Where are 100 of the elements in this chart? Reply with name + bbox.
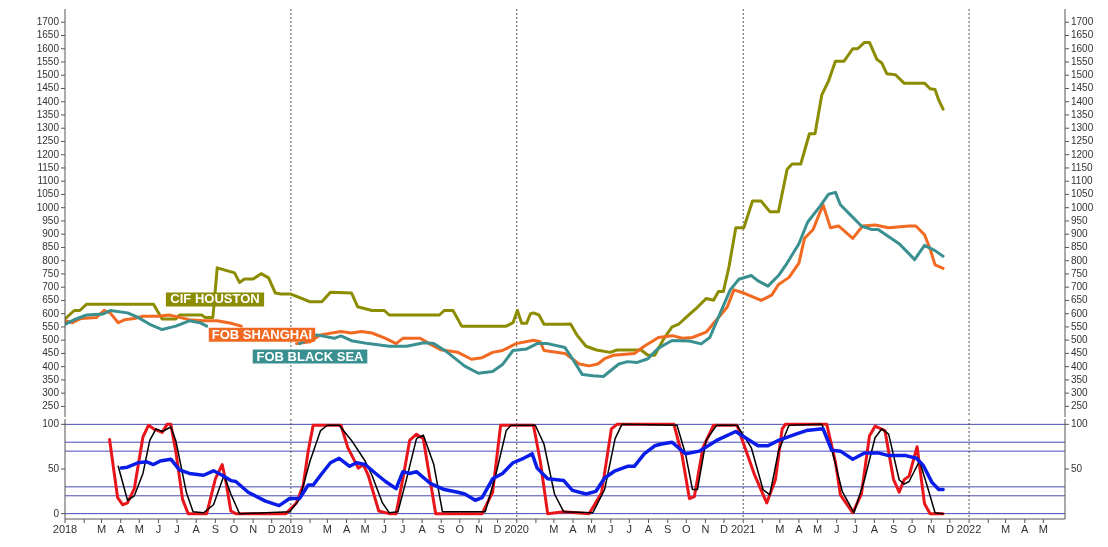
x-tick-label: D	[945, 523, 954, 535]
y2-tick-label: 1150	[1071, 161, 1093, 173]
x-tick-label: J	[381, 523, 388, 535]
y2-tick-label: 1500	[1071, 69, 1094, 81]
x-tick-label: 2020	[504, 523, 529, 535]
x-tick-label: N	[475, 523, 484, 535]
x-tick-label: 2018	[52, 523, 78, 535]
y2-tick-label: 550	[1071, 320, 1089, 332]
y-tick-label: 1450	[36, 82, 60, 94]
y-tick-label: 1600	[36, 42, 60, 54]
y2-tick-label: 350	[1071, 373, 1089, 385]
y-tick-label: 950	[42, 214, 60, 226]
x-tick-label: M	[549, 523, 559, 535]
x-tick-label: J	[833, 523, 840, 535]
x-tick-label: A	[342, 523, 351, 535]
y-tick-label: 800	[42, 254, 60, 266]
x-tick-label: A	[870, 523, 879, 535]
x-tick-label: N	[927, 523, 936, 535]
x-tick-label: 2022	[956, 523, 982, 535]
y2-tick-label: 1000	[1071, 201, 1094, 213]
y-tick-label: 1050	[36, 188, 60, 200]
y2-tick-label: 50	[1071, 463, 1083, 474]
y-tick-label: 300	[42, 387, 60, 399]
y2-tick-label: 1100	[1071, 175, 1093, 187]
x-tick-label: 2019	[278, 523, 304, 535]
x-tick-label: D	[720, 523, 729, 535]
x-tick-label: M	[134, 523, 144, 535]
y2-tick-label: 250	[1071, 400, 1089, 412]
x-tick-label: A	[795, 523, 804, 535]
y-tick-label: 750	[42, 267, 60, 279]
y2-tick-label: 1050	[1071, 188, 1094, 200]
y-tick-label: 250	[42, 400, 60, 412]
y-tick-label: 850	[42, 241, 60, 253]
y-tick-label: 400	[42, 360, 60, 372]
y-tick-label: 1150	[37, 161, 60, 173]
x-tick-label: A	[117, 523, 126, 535]
series-label: FOB SHANGHAI	[211, 326, 313, 342]
x-tick-label: S	[889, 523, 898, 535]
x-tick-label: O	[682, 523, 692, 535]
y2-tick-label: 1300	[1071, 122, 1094, 134]
x-tick-label: M	[1001, 523, 1011, 535]
x-tick-label: S	[664, 523, 672, 535]
y2-tick-label: 600	[1071, 307, 1089, 319]
x-tick-label: M	[587, 523, 597, 535]
y2-tick-label: 1350	[1071, 108, 1094, 120]
x-tick-label: J	[400, 523, 406, 535]
x-tick-label: N	[701, 523, 710, 535]
y2-tick-label: 1700	[1071, 16, 1094, 28]
y-tick-label: 1550	[36, 55, 60, 67]
x-tick-label: O	[455, 523, 465, 535]
y2-tick-label: 800	[1071, 254, 1089, 266]
y-tick-label: 500	[42, 334, 60, 346]
y-tick-label: 700	[42, 281, 60, 293]
y2-tick-label: 1550	[1071, 55, 1094, 67]
x-tick-label: D	[493, 523, 502, 535]
x-tick-label: M	[812, 523, 823, 535]
x-tick-label: A	[192, 523, 201, 535]
y2-tick-label: 100	[1071, 418, 1089, 430]
y-tick-label: 100	[42, 418, 60, 430]
y-tick-label: 0	[53, 507, 60, 519]
x-tick-label: J	[608, 523, 614, 535]
x-tick-label: M	[322, 523, 332, 535]
y-tick-label: 1300	[36, 122, 60, 134]
y2-tick-label: 1600	[1071, 42, 1094, 54]
y-tick-label: 350	[42, 373, 60, 385]
y-tick-label: 1250	[36, 135, 60, 147]
x-tick-label: N	[249, 523, 258, 535]
x-tick-label: A	[1021, 523, 1030, 535]
x-tick-label: M	[775, 523, 785, 535]
y2-tick-label: 650	[1071, 294, 1089, 306]
x-tick-label: D	[267, 523, 276, 535]
x-tick-label: M	[96, 523, 107, 535]
y-tick-label: 1100	[37, 175, 60, 187]
y-tick-label: 50	[47, 463, 60, 474]
x-tick-label: J	[174, 523, 180, 535]
y2-tick-label: 1450	[1071, 82, 1094, 94]
x-tick-label: S	[437, 523, 445, 535]
y2-tick-label: 850	[1071, 241, 1089, 253]
x-tick-label: J	[626, 523, 633, 535]
x-tick-label: J	[852, 523, 858, 535]
x-tick-label: A	[569, 523, 578, 535]
y-tick-label: 1350	[36, 108, 60, 120]
y2-tick-label: 1400	[1071, 95, 1094, 107]
y-tick-label: 650	[42, 294, 60, 306]
series-label: CIF HOUSTON	[170, 291, 260, 307]
x-tick-label: O	[229, 523, 239, 535]
x-tick-label: S	[211, 523, 220, 535]
y-tick-label: 1700	[36, 16, 60, 28]
y2-tick-label: 950	[1071, 214, 1089, 226]
x-tick-label: A	[644, 523, 653, 535]
y2-tick-label: 300	[1071, 387, 1089, 399]
x-tick-label: A	[418, 523, 427, 535]
y-tick-label: 1500	[36, 69, 60, 81]
y2-tick-label: 1250	[1071, 135, 1094, 147]
series-label: FOB BLACK SEA	[256, 348, 365, 364]
y-tick-label: 1000	[36, 201, 60, 213]
x-tick-label: M	[360, 523, 370, 535]
x-tick-label: J	[155, 523, 162, 535]
x-tick-label: M	[1038, 523, 1048, 535]
y2-tick-label: 1200	[1071, 148, 1094, 160]
